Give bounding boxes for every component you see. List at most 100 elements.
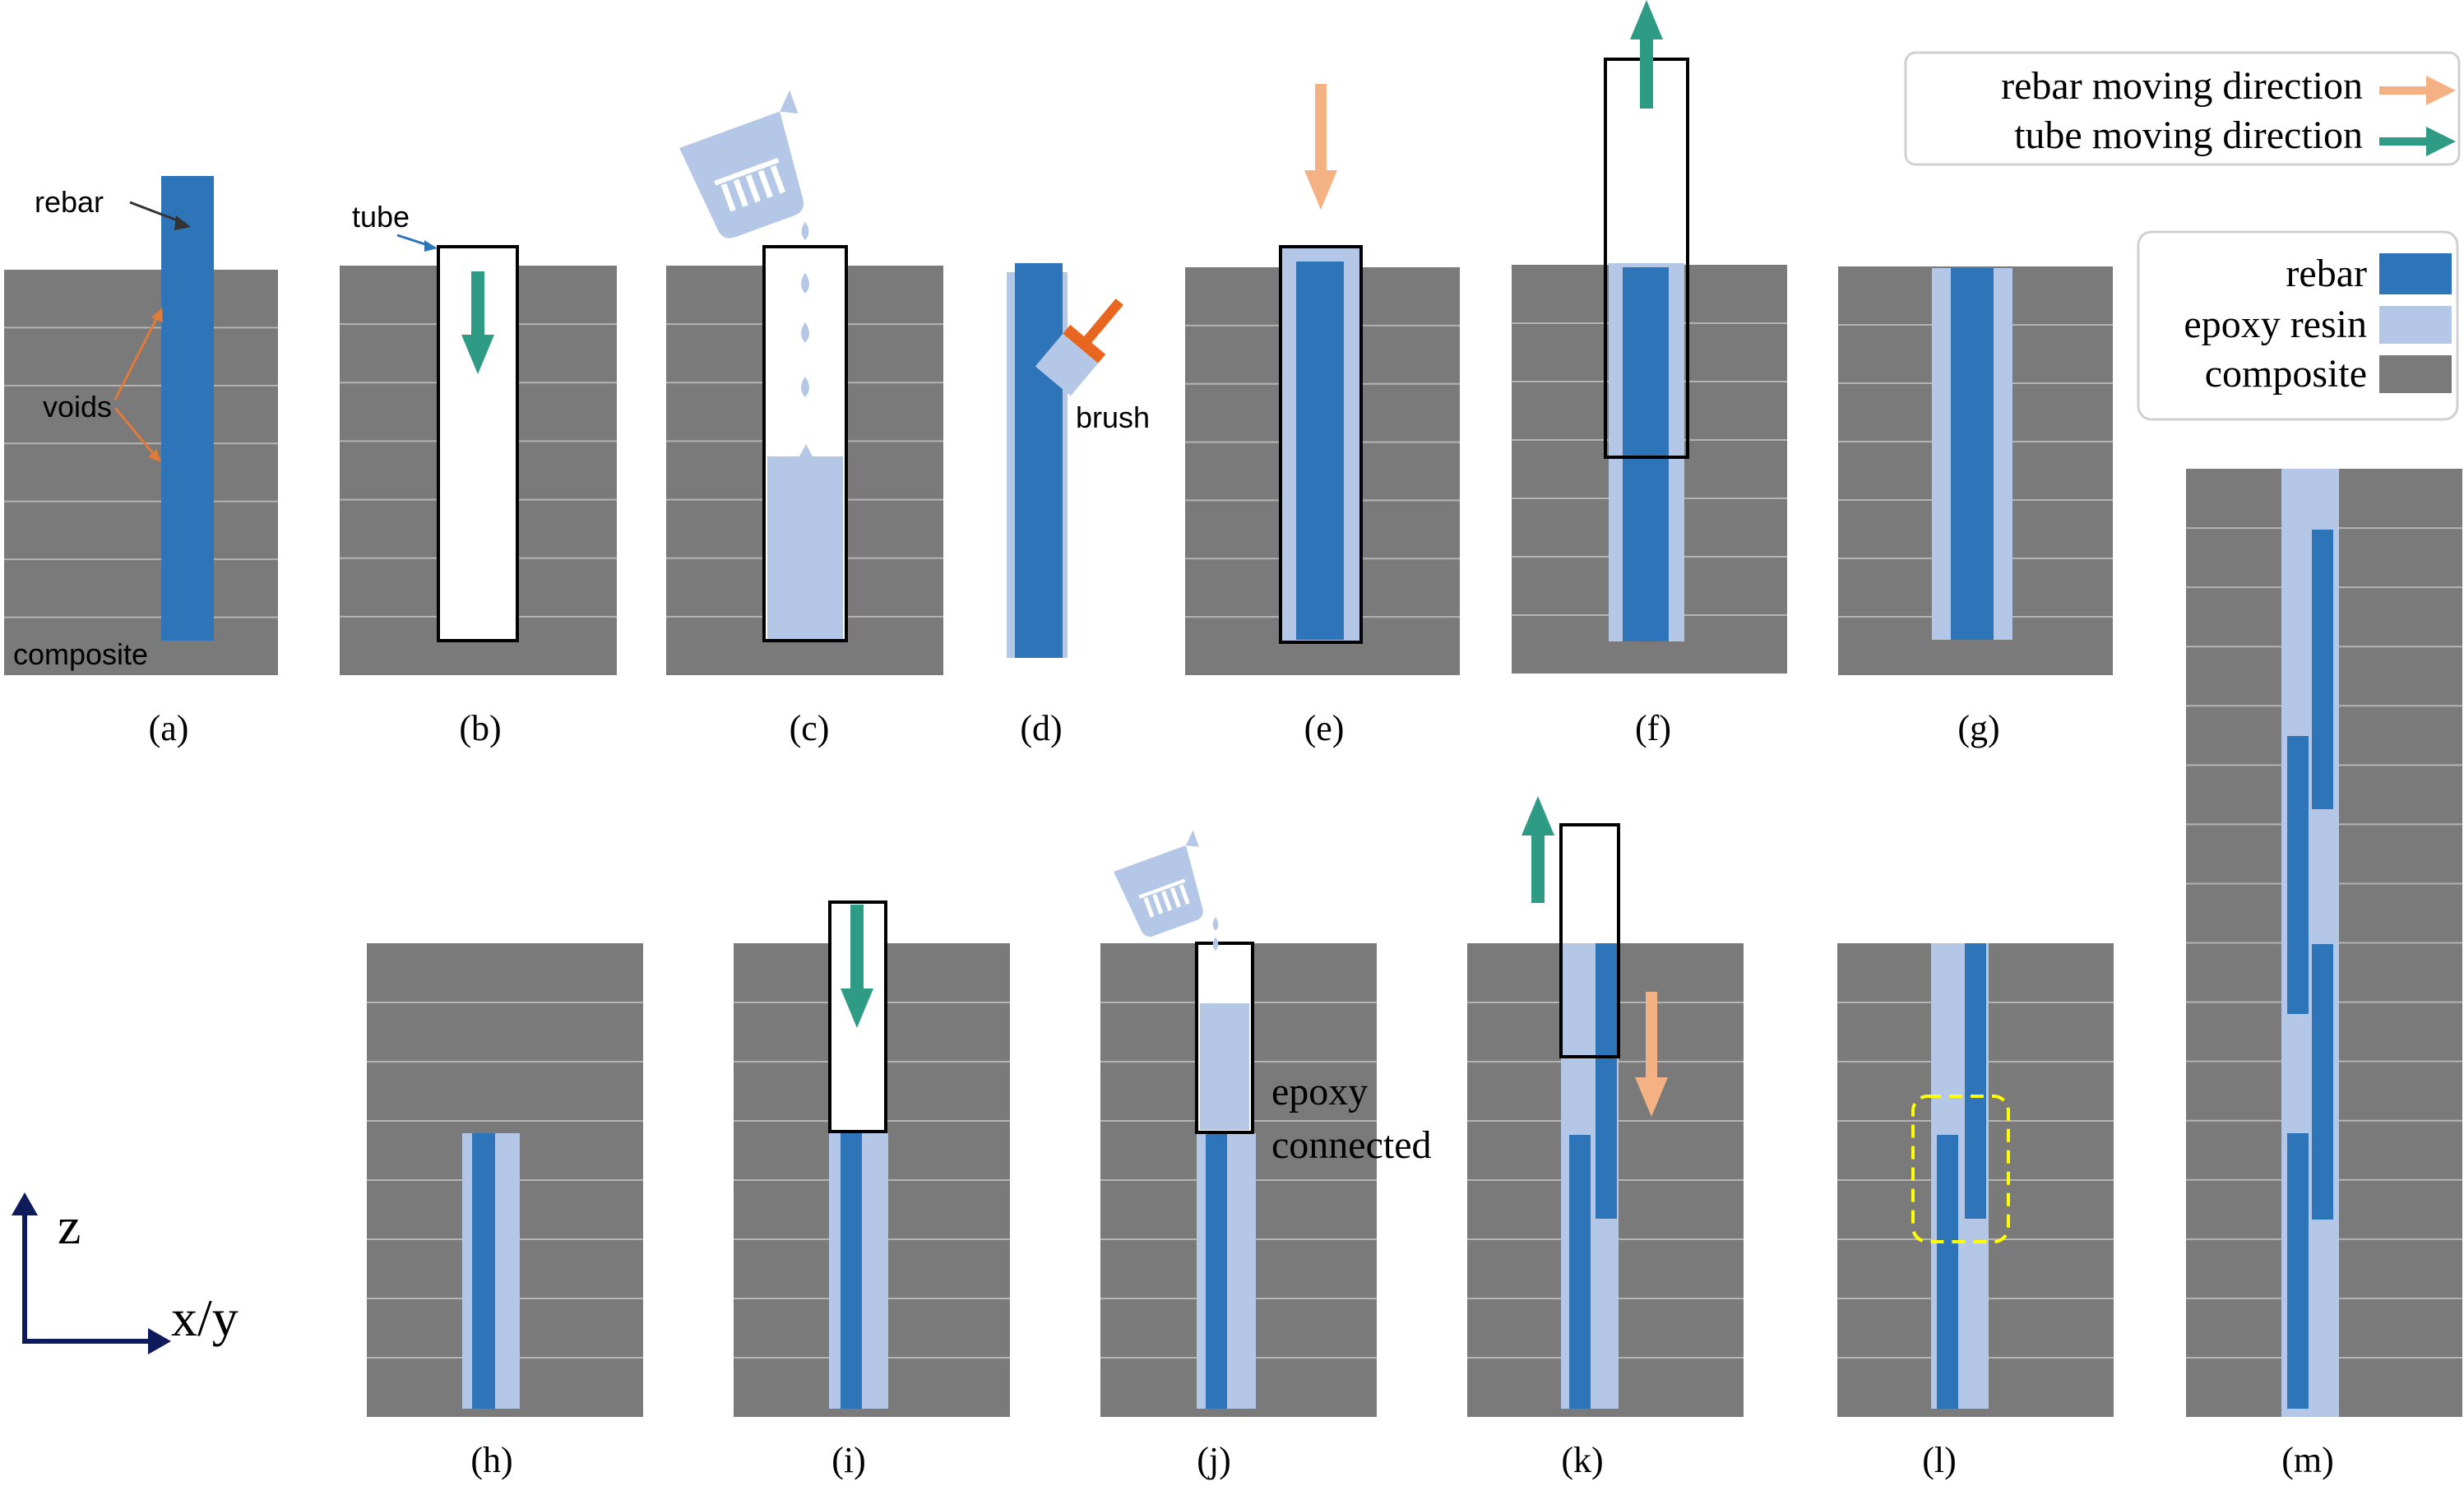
panel-b-tube [437, 245, 519, 642]
panel-k-tube [1559, 823, 1620, 1058]
beaker-tick [745, 174, 761, 203]
voids-pointer-upper [113, 312, 161, 400]
arrow-shaft [2379, 86, 2431, 95]
beaker-spout [780, 90, 799, 114]
xy-axis-head [148, 1328, 171, 1354]
brush-bristles [1035, 332, 1100, 396]
voids-pointer-upper-head [151, 308, 163, 322]
panel-m-rebar-4 [2287, 1133, 2309, 1409]
beaker-tick [720, 183, 736, 212]
beaker-tick [770, 165, 785, 194]
panel-c-epoxy-fill [767, 456, 843, 639]
beaker-tick [1152, 894, 1164, 914]
arrow-head [461, 335, 494, 374]
panel-label: (k) [1561, 1440, 1603, 1480]
voids-pointer-lower [113, 407, 158, 458]
legend-epoxy-label: epoxy resin [2184, 303, 2367, 346]
beaker-tick [733, 178, 748, 207]
panel-label: (c) [790, 708, 830, 748]
panel-label: (d) [1020, 708, 1062, 748]
coordinate-axes: z x/y [12, 1192, 239, 1354]
panel-e-rebar-arrow [1304, 84, 1337, 210]
panel-a-rebar [161, 176, 214, 641]
arrow-head [2426, 76, 2456, 105]
xy-axis-label: x/y [171, 1289, 239, 1347]
beaker-tick [1169, 887, 1182, 908]
brush-ferrule [1063, 324, 1106, 363]
legend-rebar-moving-label: rebar moving direction [2001, 64, 2363, 108]
droplet-icon [1212, 917, 1219, 931]
panel-k-rebar-upper [1596, 943, 1617, 1219]
arrow-shaft [1640, 39, 1653, 109]
arrow-shaft [1315, 84, 1327, 170]
panel-label: (h) [470, 1440, 512, 1480]
brush-handle [1082, 299, 1123, 345]
beaker-tick [1179, 884, 1190, 905]
droplet-icon [801, 376, 809, 397]
legend-rebar-moving-arrow [2379, 76, 2456, 105]
z-axis-head [12, 1192, 38, 1215]
beaker-line [1138, 878, 1186, 899]
annotation-tube: tube [352, 200, 410, 234]
annotation-rebar: rebar [35, 185, 104, 219]
legend-material-box [2137, 230, 2459, 421]
beaker-tick [757, 169, 773, 198]
panel-label: (j) [1197, 1440, 1231, 1480]
arrow-head [1630, 0, 1663, 39]
legend-direction-box [1904, 51, 2461, 166]
tube-pointer-head [424, 240, 438, 252]
panel-b-tube-arrow [461, 271, 494, 374]
panel-l-rebar-lower [1937, 1135, 1958, 1409]
rebar-pointer-head [174, 215, 191, 230]
panel-k-rebar-arrow [1635, 992, 1668, 1117]
panel-label: (a) [149, 708, 189, 748]
panel-m-rebar-1 [2312, 530, 2333, 809]
panel-label: (i) [831, 1440, 866, 1480]
z-axis-label: z [58, 1197, 81, 1255]
arrow-shaft [1646, 992, 1657, 1077]
legend-composite-swatch [2379, 355, 2452, 393]
arrow-head [2426, 127, 2456, 156]
panel-i-tube-arrow [841, 905, 873, 1028]
arrow-shaft [2379, 137, 2431, 146]
legend-tube-moving-label: tube moving direction [2014, 113, 2363, 157]
droplet-icon [801, 272, 809, 294]
arrow-shaft [1531, 836, 1545, 903]
beaker-handle [1155, 862, 1192, 877]
arrow-head [1304, 170, 1337, 210]
brush-icon [1035, 299, 1123, 396]
panel-label: (b) [459, 708, 501, 748]
panel-c-epoxy-splash [799, 444, 813, 456]
annotation-brush: brush [1076, 400, 1150, 434]
beaker-icon [679, 90, 804, 238]
panel-f-rebar [1623, 267, 1669, 641]
panel-i-rebar [841, 1133, 862, 1409]
panel-j-rebar [1206, 1133, 1227, 1409]
panel-e-rebar [1296, 262, 1344, 640]
panel-label: (l) [1922, 1440, 1957, 1480]
panel-l-rebar-upper [1965, 943, 1986, 1219]
annotation-voids: voids [43, 390, 112, 424]
voids-pointer-lower-head [148, 449, 161, 462]
panel-h-rebar [472, 1133, 495, 1409]
panel-k-rebar-lower [1569, 1135, 1591, 1409]
panel-a-composite [4, 270, 278, 675]
panel-m-rebar-3 [2312, 944, 2333, 1220]
panel-k-tube-arrow [1521, 796, 1554, 903]
annotation-epoxy-line2: connected [1271, 1123, 1432, 1167]
arrow-shaft [471, 271, 484, 335]
beaker-icon [1114, 830, 1203, 937]
arrow-head [1635, 1077, 1668, 1117]
panel-label: (e) [1304, 708, 1345, 748]
panel-l-connection-highlight [1911, 1095, 2010, 1243]
arrow-head [1521, 796, 1554, 836]
droplet-icon [1212, 937, 1219, 951]
legend-rebar-label: rebar [2286, 252, 2367, 295]
beaker-tick [1143, 896, 1155, 918]
composite-block [4, 270, 278, 675]
panel-d-rebar [1015, 263, 1063, 658]
droplet-icon [801, 221, 809, 240]
beaker-spout [1185, 830, 1199, 847]
panel-g-rebar [1951, 268, 1994, 640]
